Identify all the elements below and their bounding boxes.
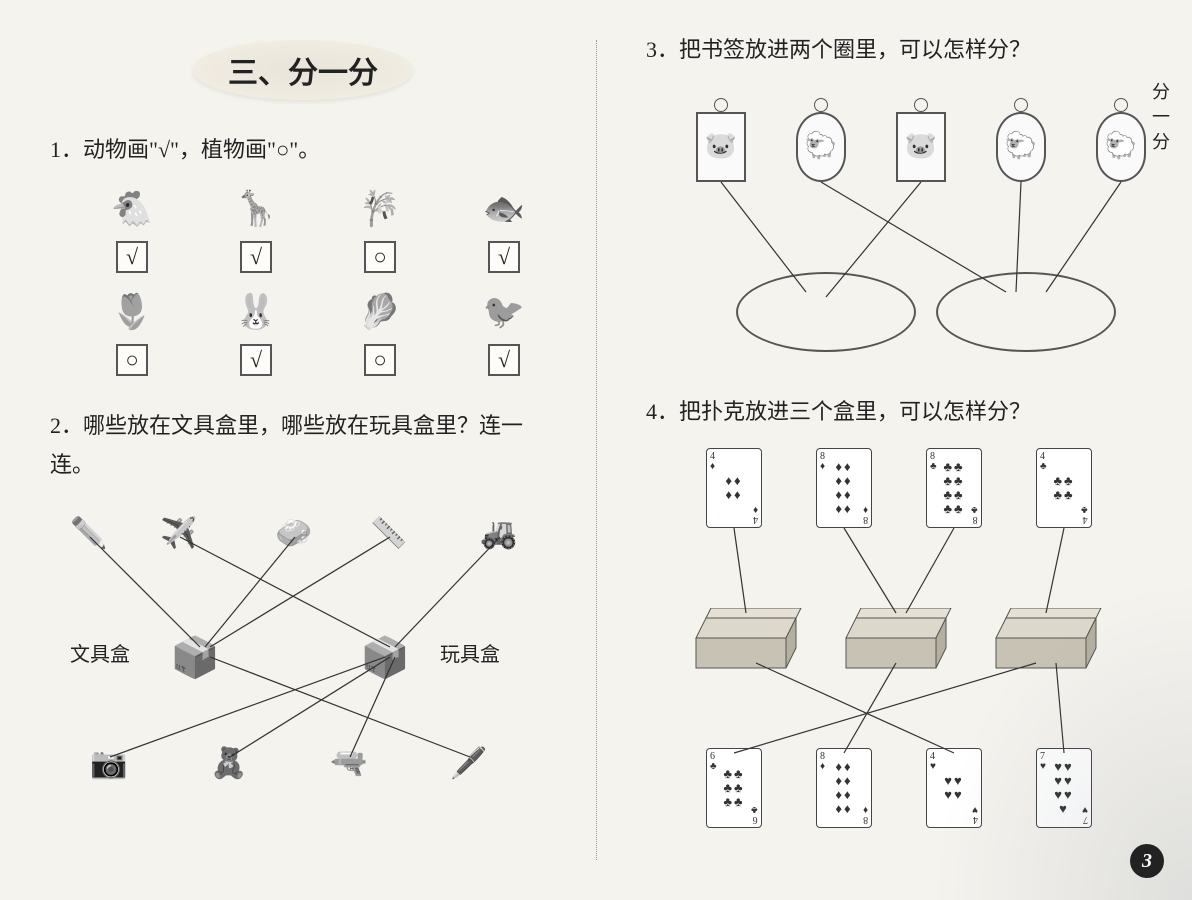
sort-box (986, 608, 1106, 678)
q2-bottom-item: 🖊️ (450, 737, 487, 791)
playing-card: 8♣♣♣♣♣♣♣♣♣8♣ (926, 448, 982, 528)
sort-circle (736, 272, 916, 352)
bookmark-item: 🐷 (696, 112, 746, 182)
q1-item-icon: 🥬 (345, 285, 415, 340)
q2-text: 2．哪些放在文具盒里，哪些放在玩具盒里？连一连。 (50, 406, 556, 485)
q4-text: 4．把扑克放进三个盒里，可以怎样分？ (646, 392, 1152, 432)
sort-box (686, 608, 806, 678)
q2-top-item: 🧼 (275, 507, 312, 561)
stationery-box-icon: 📦 (170, 622, 220, 694)
q1-item-icon: 🐦 (469, 285, 539, 340)
side-label: 分一分 (1150, 80, 1172, 156)
answer-box[interactable]: √ (240, 344, 272, 376)
sort-box (836, 608, 956, 678)
question-4: 4．把扑克放进三个盒里，可以怎样分？ 4♦♦♦♦♦4♦ 8♦♦♦♦♦♦♦♦♦8♦ 8… (646, 392, 1152, 844)
q1-item-icon: 🌷 (97, 285, 167, 340)
q1-item-icon: 🐰 (221, 285, 291, 340)
bookmark-item: 🐑 (1096, 112, 1146, 182)
q2-label-right: 玩具盒 (440, 637, 500, 673)
q2-top-item: 📏 (370, 507, 407, 561)
playing-card: 4♥♥♥♥♥4♥ (926, 748, 982, 828)
q1-text: 1．动物画"√"，植物画"○"。 (50, 130, 556, 170)
q2-top-item: ✏️ (70, 507, 107, 561)
bookmark-item: 🐑 (996, 112, 1046, 182)
question-3: 3．把书签放进两个圈里，可以怎样分？ 🐷 🐑 🐷 🐑 🐑 (646, 30, 1152, 362)
q2-bottom-item: 📷 (90, 737, 127, 791)
answer-box[interactable]: √ (488, 344, 520, 376)
playing-card: 6♣♣♣♣♣♣♣6♣ (706, 748, 762, 828)
q1-item-icon: 🦒 (221, 182, 291, 237)
section-title: 三、分一分 (193, 40, 413, 100)
playing-card: 8♦♦♦♦♦♦♦♦♦8♦ (816, 448, 872, 528)
answer-box[interactable]: ○ (116, 344, 148, 376)
playing-card: 7♥♥♥♥♥♥♥♥7♥ (1036, 748, 1092, 828)
q3-text: 3．把书签放进两个圈里，可以怎样分？ (646, 30, 1152, 70)
question-1: 1．动物画"√"，植物画"○"。 🐔 √ 🦒 √ 🎋 ○ 🐟 √ 🌷 ○ 🐰 √ 🥬 ○ 🐦 √ (50, 130, 556, 376)
q2-bottom-item: 🧸 (210, 737, 247, 791)
q1-item-icon: 🐟 (469, 182, 539, 237)
answer-box[interactable]: ○ (364, 344, 396, 376)
question-2: 2．哪些放在文具盒里，哪些放在玩具盒里？连一连。 ✏️ ✈️ 🧼 📏 🚜 文具盒… (50, 406, 556, 777)
bookmark-item: 🐷 (896, 112, 946, 182)
answer-box[interactable]: √ (116, 241, 148, 273)
playing-card: 4♦♦♦♦♦4♦ (706, 448, 762, 528)
playing-card: 8♦♦♦♦♦♦♦♦♦8♦ (816, 748, 872, 828)
bookmark-item: 🐑 (796, 112, 846, 182)
q1-grid: 🐔 √ 🦒 √ 🎋 ○ 🐟 √ 🌷 ○ 🐰 √ 🥬 ○ 🐦 √ (80, 182, 556, 376)
answer-box[interactable]: ○ (364, 241, 396, 273)
sort-circle (936, 272, 1116, 352)
q2-label-left: 文具盒 (70, 637, 130, 673)
toy-box-icon: 📦 (360, 622, 410, 694)
q2-top-item: 🚜 (480, 507, 517, 561)
page-number: 3 (1130, 844, 1164, 878)
q2-top-item: ✈️ (160, 507, 197, 561)
page-divider (596, 40, 597, 860)
q2-bottom-item: 🔫 (330, 737, 367, 791)
q1-item-icon: 🎋 (345, 182, 415, 237)
answer-box[interactable]: √ (488, 241, 520, 273)
q1-item-icon: 🐔 (97, 182, 167, 237)
answer-box[interactable]: √ (240, 241, 272, 273)
playing-card: 4♣♣♣♣♣4♣ (1036, 448, 1092, 528)
